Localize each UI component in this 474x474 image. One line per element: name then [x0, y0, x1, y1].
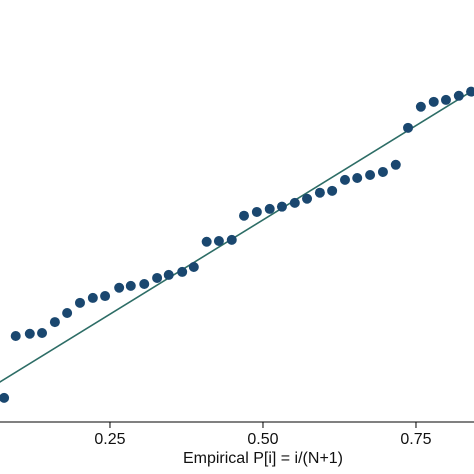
data-point [403, 122, 414, 133]
data-point [163, 269, 174, 280]
data-point [24, 328, 35, 339]
data-point [114, 282, 125, 293]
data-point [428, 96, 439, 107]
data-point [440, 94, 451, 105]
data-point [339, 174, 350, 185]
data-point [352, 173, 363, 184]
data-point [177, 266, 188, 277]
data-point [415, 101, 426, 112]
data-point [37, 327, 48, 338]
data-point [302, 193, 313, 204]
data-point [62, 308, 73, 319]
data-point [139, 278, 150, 289]
data-point [125, 280, 136, 291]
data-point [152, 272, 163, 283]
data-point [264, 203, 275, 214]
data-point [466, 86, 474, 97]
data-point [10, 331, 21, 342]
data-point [226, 234, 237, 245]
data-point [314, 187, 325, 198]
data-point [239, 210, 250, 221]
data-point [100, 291, 111, 302]
x-tick-label: 0.75 [400, 431, 431, 448]
data-point [289, 197, 300, 208]
data-point [327, 185, 338, 196]
data-point [0, 392, 10, 403]
data-point [188, 262, 199, 273]
x-tick-label: 0.25 [94, 431, 125, 448]
data-point [87, 292, 98, 303]
data-point [365, 169, 376, 180]
data-point [390, 159, 401, 170]
x-tick-label: 0.50 [247, 431, 278, 448]
data-point [276, 201, 287, 212]
data-point [201, 236, 212, 247]
reference-line [0, 88, 474, 383]
data-point [213, 235, 224, 246]
data-point [251, 206, 262, 217]
x-axis-title: Empirical P[i] = i/(N+1) [183, 450, 343, 467]
data-point [74, 297, 85, 308]
data-point [453, 90, 464, 101]
data-point [49, 317, 60, 328]
data-point [377, 166, 388, 177]
